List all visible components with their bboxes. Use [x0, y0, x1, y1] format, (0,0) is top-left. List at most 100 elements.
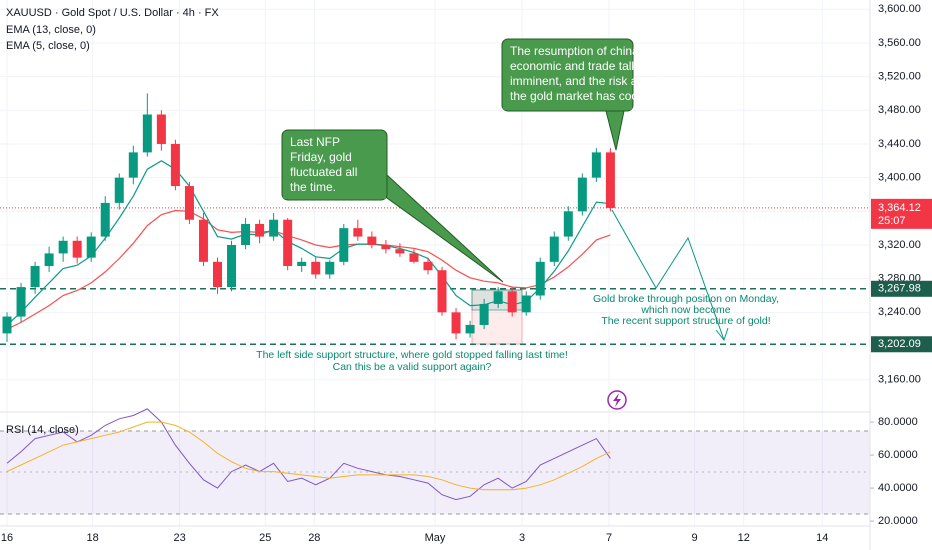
y-tick-label: 3,240.00: [878, 306, 921, 318]
level-label-bg: [871, 336, 932, 353]
candle-body: [465, 324, 475, 334]
note-text: The left side support structure, where g…: [256, 349, 568, 361]
callout-text: the gold market has cooled: [510, 89, 654, 103]
callout-text: fluctuated all: [290, 165, 357, 179]
candle-body: [128, 152, 138, 178]
candle-body: [353, 228, 363, 237]
x-tick-label: 14: [816, 532, 828, 544]
level-label: 3,202.09: [878, 338, 921, 350]
candle-body: [269, 219, 279, 237]
price-axis: [870, 0, 932, 550]
note-text: The recent support structure of gold!: [601, 315, 770, 327]
x-tick-label: 23: [173, 532, 185, 544]
callout-text: the time.: [290, 180, 336, 194]
last-price-bg: [871, 198, 932, 229]
rsi-tick-label: 60.0000: [878, 449, 918, 461]
candle-body: [563, 211, 573, 237]
callout-box: [281, 129, 388, 201]
candle-body: [184, 186, 194, 220]
rsi-tick-label: 20.0000: [878, 515, 918, 527]
candle-body: [311, 261, 321, 275]
series-line: [6, 421, 611, 491]
candle-body: [437, 270, 447, 313]
candle-body: [577, 177, 587, 212]
candle-body: [100, 202, 110, 237]
y-tick-label: 3,160.00: [878, 374, 921, 386]
level-label-bg: [871, 280, 932, 297]
candle-body: [479, 303, 489, 325]
callout-cover: [283, 186, 386, 199]
candle-body: [423, 261, 433, 271]
projection-path: [611, 209, 725, 341]
candle-body: [605, 152, 615, 208]
candle-body: [381, 244, 391, 250]
candle-body: [493, 291, 503, 304]
note-text: Can this be a valid support again?: [333, 361, 492, 373]
candle-body: [227, 244, 237, 288]
candle-body: [395, 249, 405, 254]
callout-text: economic and trade talks is: [510, 59, 655, 73]
candle-body: [170, 143, 180, 187]
candle-body: [409, 253, 419, 262]
callout-text: Friday, gold: [290, 150, 352, 164]
candle-body: [44, 253, 54, 267]
candle-body: [58, 240, 68, 254]
candle-body: [521, 295, 531, 313]
callout-box: [501, 38, 634, 112]
x-tick-label: 7: [606, 532, 612, 544]
y-tick-label: 3,560.00: [878, 37, 921, 49]
candle-body: [213, 261, 222, 288]
candle-body: [591, 152, 601, 178]
candle-body: [549, 236, 559, 262]
level-label: 3,267.98: [878, 283, 921, 295]
plot: [0, 93, 870, 501]
callout-text: The resumption of china-us: [510, 44, 655, 58]
legend-ema13: EMA (13, close, 0): [6, 24, 96, 36]
candle-body: [535, 261, 545, 296]
candle-body: [367, 236, 377, 245]
candle-body: [283, 219, 293, 267]
series-line: [6, 209, 611, 330]
y-tick-label: 3,520.00: [878, 71, 921, 83]
candle-body: [325, 261, 335, 275]
candle-body: [86, 236, 96, 258]
event-icon-bolt: [613, 393, 621, 407]
candle-body: [2, 316, 12, 334]
callout-text: Last NFP: [290, 135, 340, 149]
callout-cover: [503, 97, 632, 110]
candle-body: [297, 261, 307, 267]
note-text: Gold broke through position on Monday,: [593, 293, 779, 305]
rsi-legend: RSI (14, close): [6, 424, 79, 436]
y-tick-label: 3,600.00: [878, 3, 921, 15]
x-tick-label: May: [425, 532, 446, 544]
rsi-tick-label: 40.0000: [878, 482, 918, 494]
last-price-label: 3,364.12: [878, 202, 921, 214]
countdown: 25:07: [878, 215, 906, 227]
axis-labels: 3,160.003,200.003,240.003,280.003,320.00…: [1, 3, 932, 544]
candle-body: [198, 219, 208, 262]
x-tick-label: 3: [519, 532, 525, 544]
candle-body: [114, 177, 124, 203]
rsi-tick-label: 80.0000: [878, 416, 918, 428]
candle-body: [72, 240, 82, 258]
legend-ema5: EMA (5, close, 0): [6, 40, 90, 52]
x-tick-label: 28: [308, 532, 320, 544]
candle-body: [16, 287, 26, 317]
x-tick-label: 16: [1, 532, 13, 544]
candle-body: [241, 223, 251, 245]
candle-body: [507, 291, 517, 313]
projection-arrow: [715, 327, 729, 342]
candle-body: [156, 114, 166, 144]
y-tick-label: 3,480.00: [878, 104, 921, 116]
series-line: [6, 408, 611, 501]
y-tick-label: 3,320.00: [878, 239, 921, 251]
y-tick-label: 3,440.00: [878, 138, 921, 150]
symbol-title: XAUUSD · Gold Spot / U.S. Dollar · 4h · …: [6, 7, 219, 19]
note-text: which now become: [640, 304, 730, 316]
candle-body: [142, 114, 152, 153]
candle-body: [255, 223, 265, 237]
x-tick-label: 25: [259, 532, 271, 544]
callout-text: imminent, and the risk aversion in: [510, 74, 689, 88]
